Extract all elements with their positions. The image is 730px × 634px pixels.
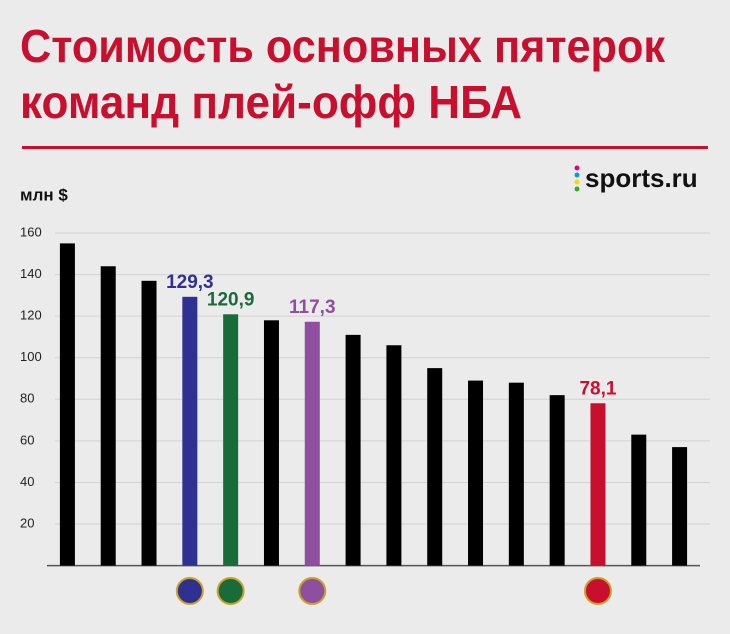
bar [59, 243, 75, 566]
y-tick-label: 40 [20, 474, 34, 489]
bar [386, 345, 402, 566]
y-axis-label: млн $ [20, 185, 68, 204]
brand: sports.ru [585, 163, 698, 193]
value-label: 78,1 [579, 378, 616, 399]
bar [672, 447, 688, 566]
y-tick-label: 20 [20, 515, 34, 530]
team-logo [175, 577, 204, 605]
bar [100, 266, 116, 566]
value-label: 117,3 [289, 297, 336, 318]
y-tick-label: 140 [20, 266, 42, 281]
value-label: 120,9 [207, 289, 255, 310]
bar [590, 403, 606, 566]
y-tick-label: 80 [20, 391, 34, 406]
chart-title: Стоимость основных пятерок [20, 20, 666, 72]
bar [631, 434, 647, 566]
bar [304, 321, 320, 566]
logo-dot [574, 165, 580, 171]
logo-dot [574, 179, 580, 185]
title-rule [22, 146, 708, 149]
bar [468, 380, 484, 566]
y-tick-label: 100 [20, 349, 42, 364]
bar [263, 320, 279, 566]
team-logo [583, 577, 612, 605]
logo-dot [574, 186, 580, 192]
bar [223, 314, 239, 566]
bar [141, 280, 157, 566]
bar [549, 395, 565, 566]
brand-logo: sports.ru [574, 163, 698, 193]
y-tick-label: 160 [20, 224, 42, 239]
logo-dot [574, 172, 580, 178]
y-tick-label: 120 [20, 308, 42, 323]
team-logo [298, 577, 327, 605]
bar [182, 296, 198, 566]
team-logo [216, 577, 245, 605]
bar [427, 368, 443, 566]
value-label: 129,3 [166, 272, 214, 293]
bar [508, 382, 524, 566]
y-tick-label: 60 [20, 432, 34, 447]
chart-title: команд плей-офф НБА [20, 76, 522, 128]
bar [345, 334, 361, 566]
